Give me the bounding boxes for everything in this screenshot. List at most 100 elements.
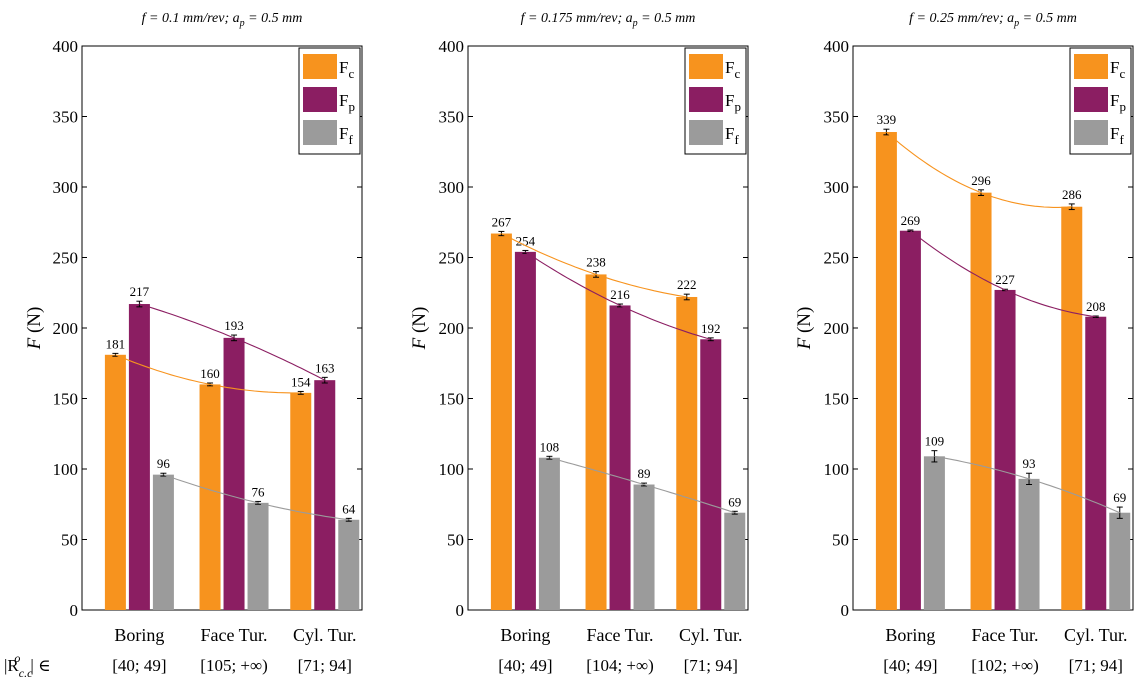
range-prefix: |Rc.co | ∈ xyxy=(4,651,51,680)
legend-swatch-fp xyxy=(1074,87,1108,112)
legend-swatch-fp xyxy=(689,87,723,112)
bar-ff-3 xyxy=(338,519,360,610)
data-label: 108 xyxy=(540,439,560,454)
trend-line-fc xyxy=(115,354,301,394)
data-label: 96 xyxy=(157,456,171,471)
chart-title: f = 0.175 mm/rev; ap = 0.5 mm xyxy=(521,11,696,29)
bar-ff-2 xyxy=(1018,478,1040,610)
data-label: 64 xyxy=(342,501,356,516)
category-label: Cyl. Tur. xyxy=(1064,625,1128,645)
bar-fc-1 xyxy=(875,132,897,610)
trend-line-fp xyxy=(910,230,1096,318)
trend-line-ff xyxy=(163,474,349,521)
data-label: 238 xyxy=(586,255,606,270)
y-tick-label: 250 xyxy=(53,249,79,268)
category-label: Cyl. Tur. xyxy=(679,625,743,645)
y-tick-label: 150 xyxy=(439,390,465,409)
y-tick-label: 250 xyxy=(439,249,465,268)
data-label: 216 xyxy=(610,287,630,302)
legend-swatch-fc xyxy=(303,54,337,79)
legend-swatch-ff xyxy=(303,120,337,145)
data-label: 193 xyxy=(224,318,244,333)
range-label: [105; +∞) xyxy=(200,656,268,675)
chart-title: f = 0.1 mm/rev; ap = 0.5 mm xyxy=(142,11,303,29)
data-label: 109 xyxy=(925,434,945,449)
bar-ff-1 xyxy=(923,456,945,610)
legend-label-ff: Ff xyxy=(725,124,739,147)
legend-label-fp: Fp xyxy=(1110,91,1126,114)
bar-fp-2 xyxy=(609,305,631,610)
y-tick-label: 400 xyxy=(824,37,850,56)
data-label: 154 xyxy=(291,374,311,389)
y-tick-label: 400 xyxy=(439,37,465,56)
data-label: 69 xyxy=(728,494,741,509)
bar-ff-2 xyxy=(633,484,655,610)
chart-panel-3: f = 0.25 mm/rev; ap = 0.5 mm 0 50 100 150 200… xyxy=(794,11,1134,675)
trend-line-ff xyxy=(934,455,1121,514)
bar-fp-3 xyxy=(700,339,722,610)
bar-ff-3 xyxy=(1109,512,1131,610)
y-tick-label: 350 xyxy=(439,108,465,127)
bar-fp-1 xyxy=(514,251,536,611)
trend-line-fc xyxy=(886,131,1072,208)
y-tick-label: 300 xyxy=(439,178,465,197)
bar-fp-3 xyxy=(314,380,336,610)
data-label: 69 xyxy=(1113,490,1126,505)
range-label: [71; 94] xyxy=(1069,656,1123,675)
data-label: 160 xyxy=(200,366,220,381)
y-tick-label: 150 xyxy=(53,390,79,409)
category-label: Face Tur. xyxy=(972,625,1039,645)
bar-fp-1 xyxy=(899,230,921,610)
data-label: 181 xyxy=(106,336,126,351)
legend-label-ff: Ff xyxy=(1110,124,1124,147)
legend-label-fc: Fc xyxy=(339,58,354,81)
data-label: 254 xyxy=(516,233,536,248)
trend-line-fc xyxy=(501,233,687,298)
category-label: Boring xyxy=(885,625,935,645)
data-label: 267 xyxy=(492,214,512,229)
data-label: 339 xyxy=(877,112,897,127)
bar-fc-3 xyxy=(1061,206,1083,611)
y-tick-label: 200 xyxy=(53,319,79,338)
trend-line-fp xyxy=(139,303,326,381)
bar-fp-2 xyxy=(223,337,245,610)
legend-swatch-fc xyxy=(1074,54,1108,79)
trend-line-ff xyxy=(549,457,735,514)
bar-fp-3 xyxy=(1085,316,1107,610)
chart-title: f = 0.25 mm/rev; ap = 0.5 mm xyxy=(909,11,1077,29)
data-label: 269 xyxy=(901,213,921,228)
bar-fc-1 xyxy=(104,354,126,610)
y-tick-label: 350 xyxy=(824,108,850,127)
data-label: 227 xyxy=(995,272,1015,287)
y-tick-label: 100 xyxy=(439,460,465,479)
chart-panel-1: f = 0.1 mm/rev; ap = 0.5 mm 0 50 100 150 200 2… xyxy=(4,11,363,680)
legend-swatch-ff xyxy=(689,120,723,145)
range-label: [40; 49] xyxy=(112,656,166,675)
y-axis-label: F (N) xyxy=(794,307,815,351)
data-label: 93 xyxy=(1023,456,1036,471)
range-label: [71; 94] xyxy=(684,656,738,675)
data-label: 163 xyxy=(315,360,335,375)
category-label: Boring xyxy=(500,625,550,645)
category-label: Face Tur. xyxy=(587,625,654,645)
category-label: Cyl. Tur. xyxy=(293,625,357,645)
y-tick-label: 300 xyxy=(53,178,79,197)
y-tick-label: 350 xyxy=(53,108,79,127)
bar-fc-1 xyxy=(490,233,512,610)
y-tick-label: 200 xyxy=(824,319,850,338)
range-label: [40; 49] xyxy=(498,656,552,675)
bar-fp-2 xyxy=(994,289,1016,610)
y-tick-label: 200 xyxy=(439,319,465,338)
data-label: 208 xyxy=(1086,299,1106,314)
y-axis-label: F (N) xyxy=(24,307,45,351)
y-axis-label: F (N) xyxy=(409,307,430,351)
y-tick-label: 0 xyxy=(456,601,465,620)
data-label: 296 xyxy=(971,173,991,188)
legend-label-ff: Ff xyxy=(339,124,353,147)
range-label: [40; 49] xyxy=(883,656,937,675)
bar-ff-2 xyxy=(247,502,269,610)
bar-ff-1 xyxy=(538,457,560,610)
range-label: [104; +∞) xyxy=(586,656,654,675)
bar-ff-1 xyxy=(152,474,174,610)
